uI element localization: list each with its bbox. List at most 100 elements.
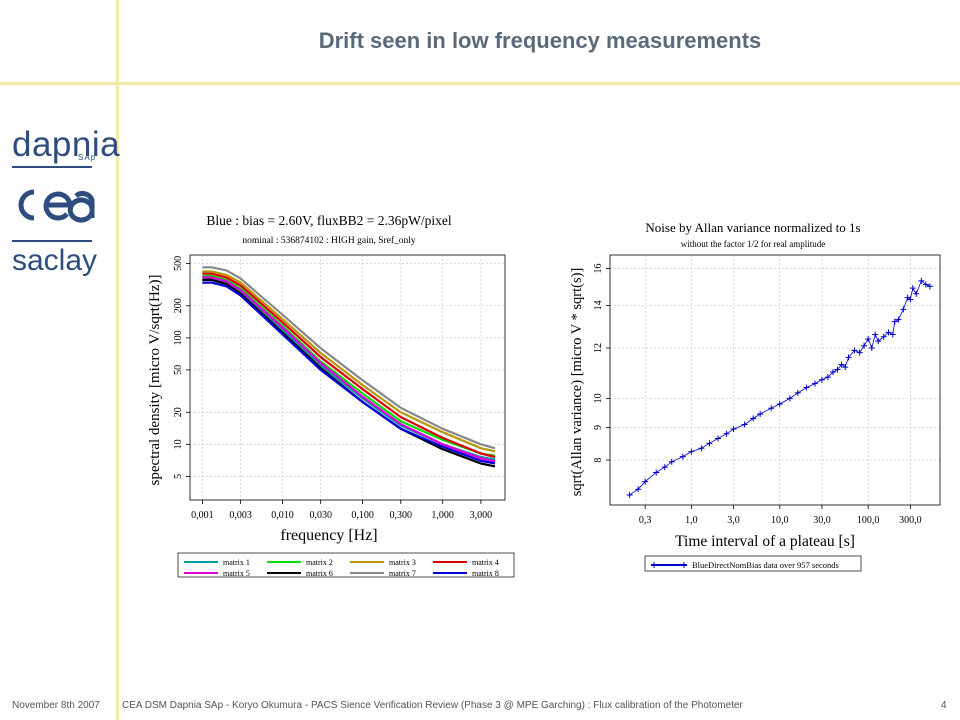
legend-label-1: BlueDirectNomBias data over 957 seconds bbox=[692, 560, 839, 570]
logo-sap-text: SAp bbox=[78, 153, 97, 162]
c2-y-tick-label: 10 bbox=[593, 393, 604, 403]
c1-x-tick-label: 0,100 bbox=[351, 510, 374, 521]
c1-x-tick-label: 0,300 bbox=[390, 510, 413, 521]
data-point bbox=[794, 389, 801, 396]
c2-x-tick-label: 100,0 bbox=[857, 515, 880, 526]
legend-marker bbox=[653, 562, 685, 568]
c2-x-tick-label: 1,0 bbox=[685, 515, 698, 526]
data-point bbox=[818, 376, 825, 383]
c2-x-tick-label: 10,0 bbox=[771, 515, 789, 526]
cea-logo-icon bbox=[10, 180, 96, 235]
chart2-y-axis-label: sqrt(Allan variance) [micro V * sqrt(s)] bbox=[569, 268, 585, 497]
chart2-x-axis-label: Time interval of a plateau [s] bbox=[675, 533, 855, 550]
chart1-x-axis-label: frequency [Hz] bbox=[280, 527, 377, 544]
data-point bbox=[922, 281, 929, 288]
c2-y-tick-label: 12 bbox=[593, 343, 604, 353]
data-point bbox=[811, 380, 818, 387]
c2-y-tick-label: 9 bbox=[593, 425, 604, 430]
c2-legend-box bbox=[644, 555, 862, 572]
c1-y-tick-label: 20 bbox=[173, 407, 184, 417]
chart2-plot-frame bbox=[609, 254, 941, 506]
c1-x-tick-label: 0,030 bbox=[309, 510, 332, 521]
allan-variance-chart: Noise by Allan variance normalized to 1s… bbox=[565, 210, 950, 575]
data-point bbox=[838, 361, 845, 368]
footer-page-number: 4 bbox=[941, 700, 947, 711]
chart1-subtitle: nominal : 536874102 : HIGH gain, Sref_on… bbox=[242, 235, 416, 246]
c1-x-tick-label: 0,001 bbox=[191, 510, 214, 521]
legend-label-3: matrix 3 bbox=[389, 558, 416, 567]
data-point bbox=[868, 345, 875, 352]
c2-x-tick-label: 300,0 bbox=[899, 515, 922, 526]
data-point bbox=[875, 338, 882, 345]
data-point bbox=[880, 333, 887, 340]
logo-dapnia-text: dapnia bbox=[12, 125, 121, 164]
chart1-plot-frame bbox=[189, 254, 506, 501]
logo-saclay-text: saclay bbox=[12, 244, 98, 277]
data-point bbox=[688, 448, 695, 455]
series-line-8 bbox=[202, 281, 496, 465]
series-line-5 bbox=[202, 276, 496, 463]
data-point bbox=[741, 421, 748, 428]
data-point bbox=[750, 415, 757, 422]
data-point bbox=[845, 354, 852, 361]
chart1-ticks: 0,001 0,003 0,010 0,030 0,100 0,300 1,000 3,000… bbox=[173, 256, 492, 521]
data-point bbox=[861, 342, 868, 349]
chart2-ticks: 0,3 1,0 3,0 10,0 30,0 100,0 300,0 8 9 10 12 14 16 bbox=[593, 263, 922, 526]
data-point bbox=[891, 318, 898, 325]
data-point bbox=[913, 290, 920, 297]
legend-label-8: matrix 8 bbox=[472, 569, 499, 578]
chart1-y-axis-label: spectral density [micro V/sqrt(Hz)] bbox=[147, 275, 163, 486]
data-point bbox=[829, 369, 836, 376]
c2-x-tick-label: 3,0 bbox=[727, 515, 740, 526]
data-point bbox=[626, 492, 633, 499]
data-point bbox=[889, 331, 896, 338]
c1-y-tick-label: 50 bbox=[173, 365, 184, 375]
data-point bbox=[768, 405, 775, 412]
c1-x-tick-label: 1,000 bbox=[431, 510, 454, 521]
data-point bbox=[706, 440, 713, 447]
c2-y-tick-label: 16 bbox=[593, 263, 604, 273]
legend-label-2: matrix 2 bbox=[306, 558, 333, 567]
footer-credit: CEA DSM Dapnia SAp - Koryo Okumura - PAC… bbox=[122, 700, 743, 711]
data-point bbox=[907, 296, 914, 303]
data-point bbox=[918, 277, 925, 284]
data-point bbox=[642, 478, 649, 485]
data-point bbox=[714, 435, 721, 442]
data-point bbox=[679, 453, 686, 460]
slide-title: Drift seen in low frequency measurements bbox=[318, 28, 762, 53]
spectral-density-chart: Blue : bias = 2.60V, fluxBB2 = 2.36pW/pi… bbox=[145, 200, 530, 585]
c1-x-tick-label: 0,010 bbox=[271, 510, 294, 521]
chart2-series bbox=[626, 277, 933, 499]
c2-y-tick-label: 14 bbox=[593, 300, 604, 310]
logo-rule-top bbox=[12, 166, 92, 168]
legend-label-6: matrix 6 bbox=[306, 569, 333, 578]
chart1-title: Blue : bias = 2.60V, fluxBB2 = 2.36pW/pi… bbox=[206, 213, 451, 228]
data-point bbox=[900, 306, 907, 313]
data-point bbox=[885, 329, 892, 336]
series-line-6 bbox=[202, 278, 496, 468]
logo-rule-bottom bbox=[12, 240, 92, 242]
data-point bbox=[757, 411, 764, 418]
data-point bbox=[803, 384, 810, 391]
data-point bbox=[824, 374, 831, 381]
data-point bbox=[842, 364, 849, 371]
legend-label-4: matrix 4 bbox=[472, 558, 499, 567]
data-point bbox=[730, 426, 737, 433]
c2-y-tick-label: 8 bbox=[593, 458, 604, 463]
data-point bbox=[851, 347, 858, 354]
series-line-3 bbox=[202, 270, 496, 453]
data-point bbox=[786, 395, 793, 402]
c1-y-tick-label: 10 bbox=[173, 439, 184, 449]
c1-y-tick-label: 500 bbox=[173, 256, 184, 271]
data-point bbox=[661, 464, 668, 471]
chart2-legend: BlueDirectNomBias data over 957 seconds bbox=[644, 555, 862, 572]
horizontal-divider bbox=[0, 82, 960, 85]
footer-date: November 8th 2007 bbox=[12, 700, 100, 711]
data-point bbox=[723, 430, 730, 437]
c1-y-tick-label: 5 bbox=[173, 474, 184, 479]
c1-x-tick-label: 3,000 bbox=[470, 510, 493, 521]
data-point bbox=[834, 366, 841, 373]
data-point bbox=[635, 486, 642, 493]
chart1-legend: matrix 1 matrix 2 matrix 3 matrix 4 matrix 5… bbox=[177, 552, 515, 578]
data-point bbox=[668, 458, 675, 465]
